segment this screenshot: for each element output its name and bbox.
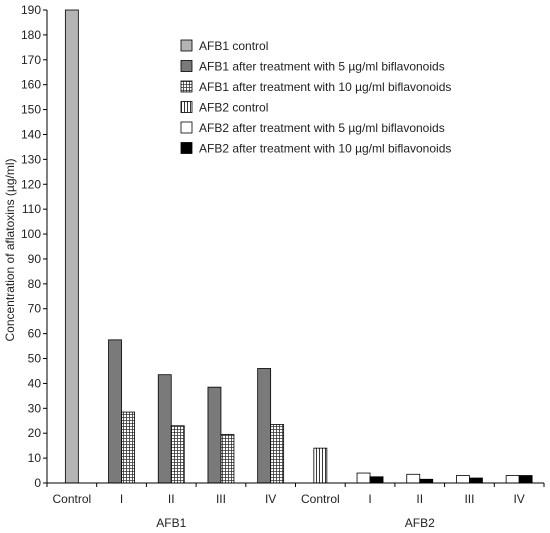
legend-label: AFB1 after treatment with 10 µg/ml bifla… — [199, 80, 451, 94]
bar — [419, 478, 434, 484]
y-ticks: 0 10 20 30 40 50 60 70 80 90 100 110 120 130 140 150 160… — [21, 3, 47, 490]
y-tick-label: 150 — [21, 103, 41, 117]
group-label: AFB1 — [156, 516, 186, 530]
bar — [64, 9, 79, 484]
y-tick-label: 20 — [28, 426, 42, 440]
bar — [369, 476, 384, 484]
y-tick-label: 60 — [28, 327, 42, 341]
y-tick-label: 180 — [21, 28, 41, 42]
bar — [469, 477, 483, 484]
bar — [121, 411, 135, 484]
x-tick-label: IV — [265, 492, 276, 506]
bar — [356, 472, 371, 484]
y-tick-label: 160 — [21, 78, 41, 92]
y-tick-label: 170 — [21, 53, 41, 67]
x-tick-label: I — [368, 492, 371, 506]
bar — [108, 339, 122, 484]
bar — [270, 424, 285, 484]
x-tick-label: III — [216, 492, 226, 506]
legend-swatch — [180, 39, 193, 52]
legend-label: AFB2 after treatment with 10 µg/ml bifla… — [199, 142, 451, 156]
y-tick-label: 50 — [28, 352, 42, 366]
y-tick-label: 80 — [28, 277, 42, 291]
y-tick-label: 0 — [34, 476, 41, 490]
y-tick-label: 70 — [28, 302, 42, 316]
legend-swatch — [180, 60, 193, 72]
axes — [46, 10, 545, 487]
legend-label: AFB2 after treatment with 5 µg/ml biflav… — [199, 121, 445, 135]
bar — [170, 425, 185, 484]
y-tick-label: 10 — [28, 451, 42, 465]
legend: AFB1 control AFB1 after treatment with 5 … — [180, 39, 451, 156]
bar — [456, 475, 470, 484]
x-tick-label: I — [120, 492, 123, 506]
group-label: AFB2 — [405, 516, 435, 530]
bar — [406, 473, 421, 484]
legend-swatch — [180, 101, 193, 113]
bar — [257, 368, 272, 484]
y-tick-label: 30 — [28, 401, 42, 415]
plot-area — [64, 9, 533, 484]
y-tick-label: 100 — [21, 227, 41, 241]
bar — [220, 434, 235, 484]
bar — [518, 475, 533, 484]
x-tick-label: Control — [53, 492, 92, 506]
y-tick-label: 40 — [28, 376, 42, 390]
x-tick-label: Control — [301, 492, 340, 506]
bar — [207, 386, 222, 484]
bar — [157, 374, 172, 484]
y-tick-label: 190 — [21, 3, 41, 17]
y-tick-label: 140 — [21, 127, 41, 141]
x-tick-label: II — [168, 492, 175, 506]
legend-swatch — [180, 80, 193, 93]
x-tick-label: IV — [513, 492, 524, 506]
y-tick-label: 90 — [28, 252, 42, 266]
y-axis-title: Concentration of aflatoxins (µg/ml) — [3, 159, 17, 342]
bar — [313, 447, 328, 484]
x-tick-label: III — [464, 492, 474, 506]
bar — [505, 475, 520, 484]
y-tick-label: 130 — [21, 152, 41, 166]
x-tick-label: II — [416, 492, 423, 506]
legend-label: AFB1 control — [199, 39, 268, 53]
y-tick-label: 120 — [21, 177, 41, 191]
legend-label: AFB2 control — [199, 101, 268, 115]
legend-swatch — [180, 142, 193, 154]
legend-swatch — [180, 121, 193, 134]
y-tick-label: 110 — [22, 202, 41, 216]
legend-label: AFB1 after treatment with 5 µg/ml biflav… — [199, 60, 445, 74]
